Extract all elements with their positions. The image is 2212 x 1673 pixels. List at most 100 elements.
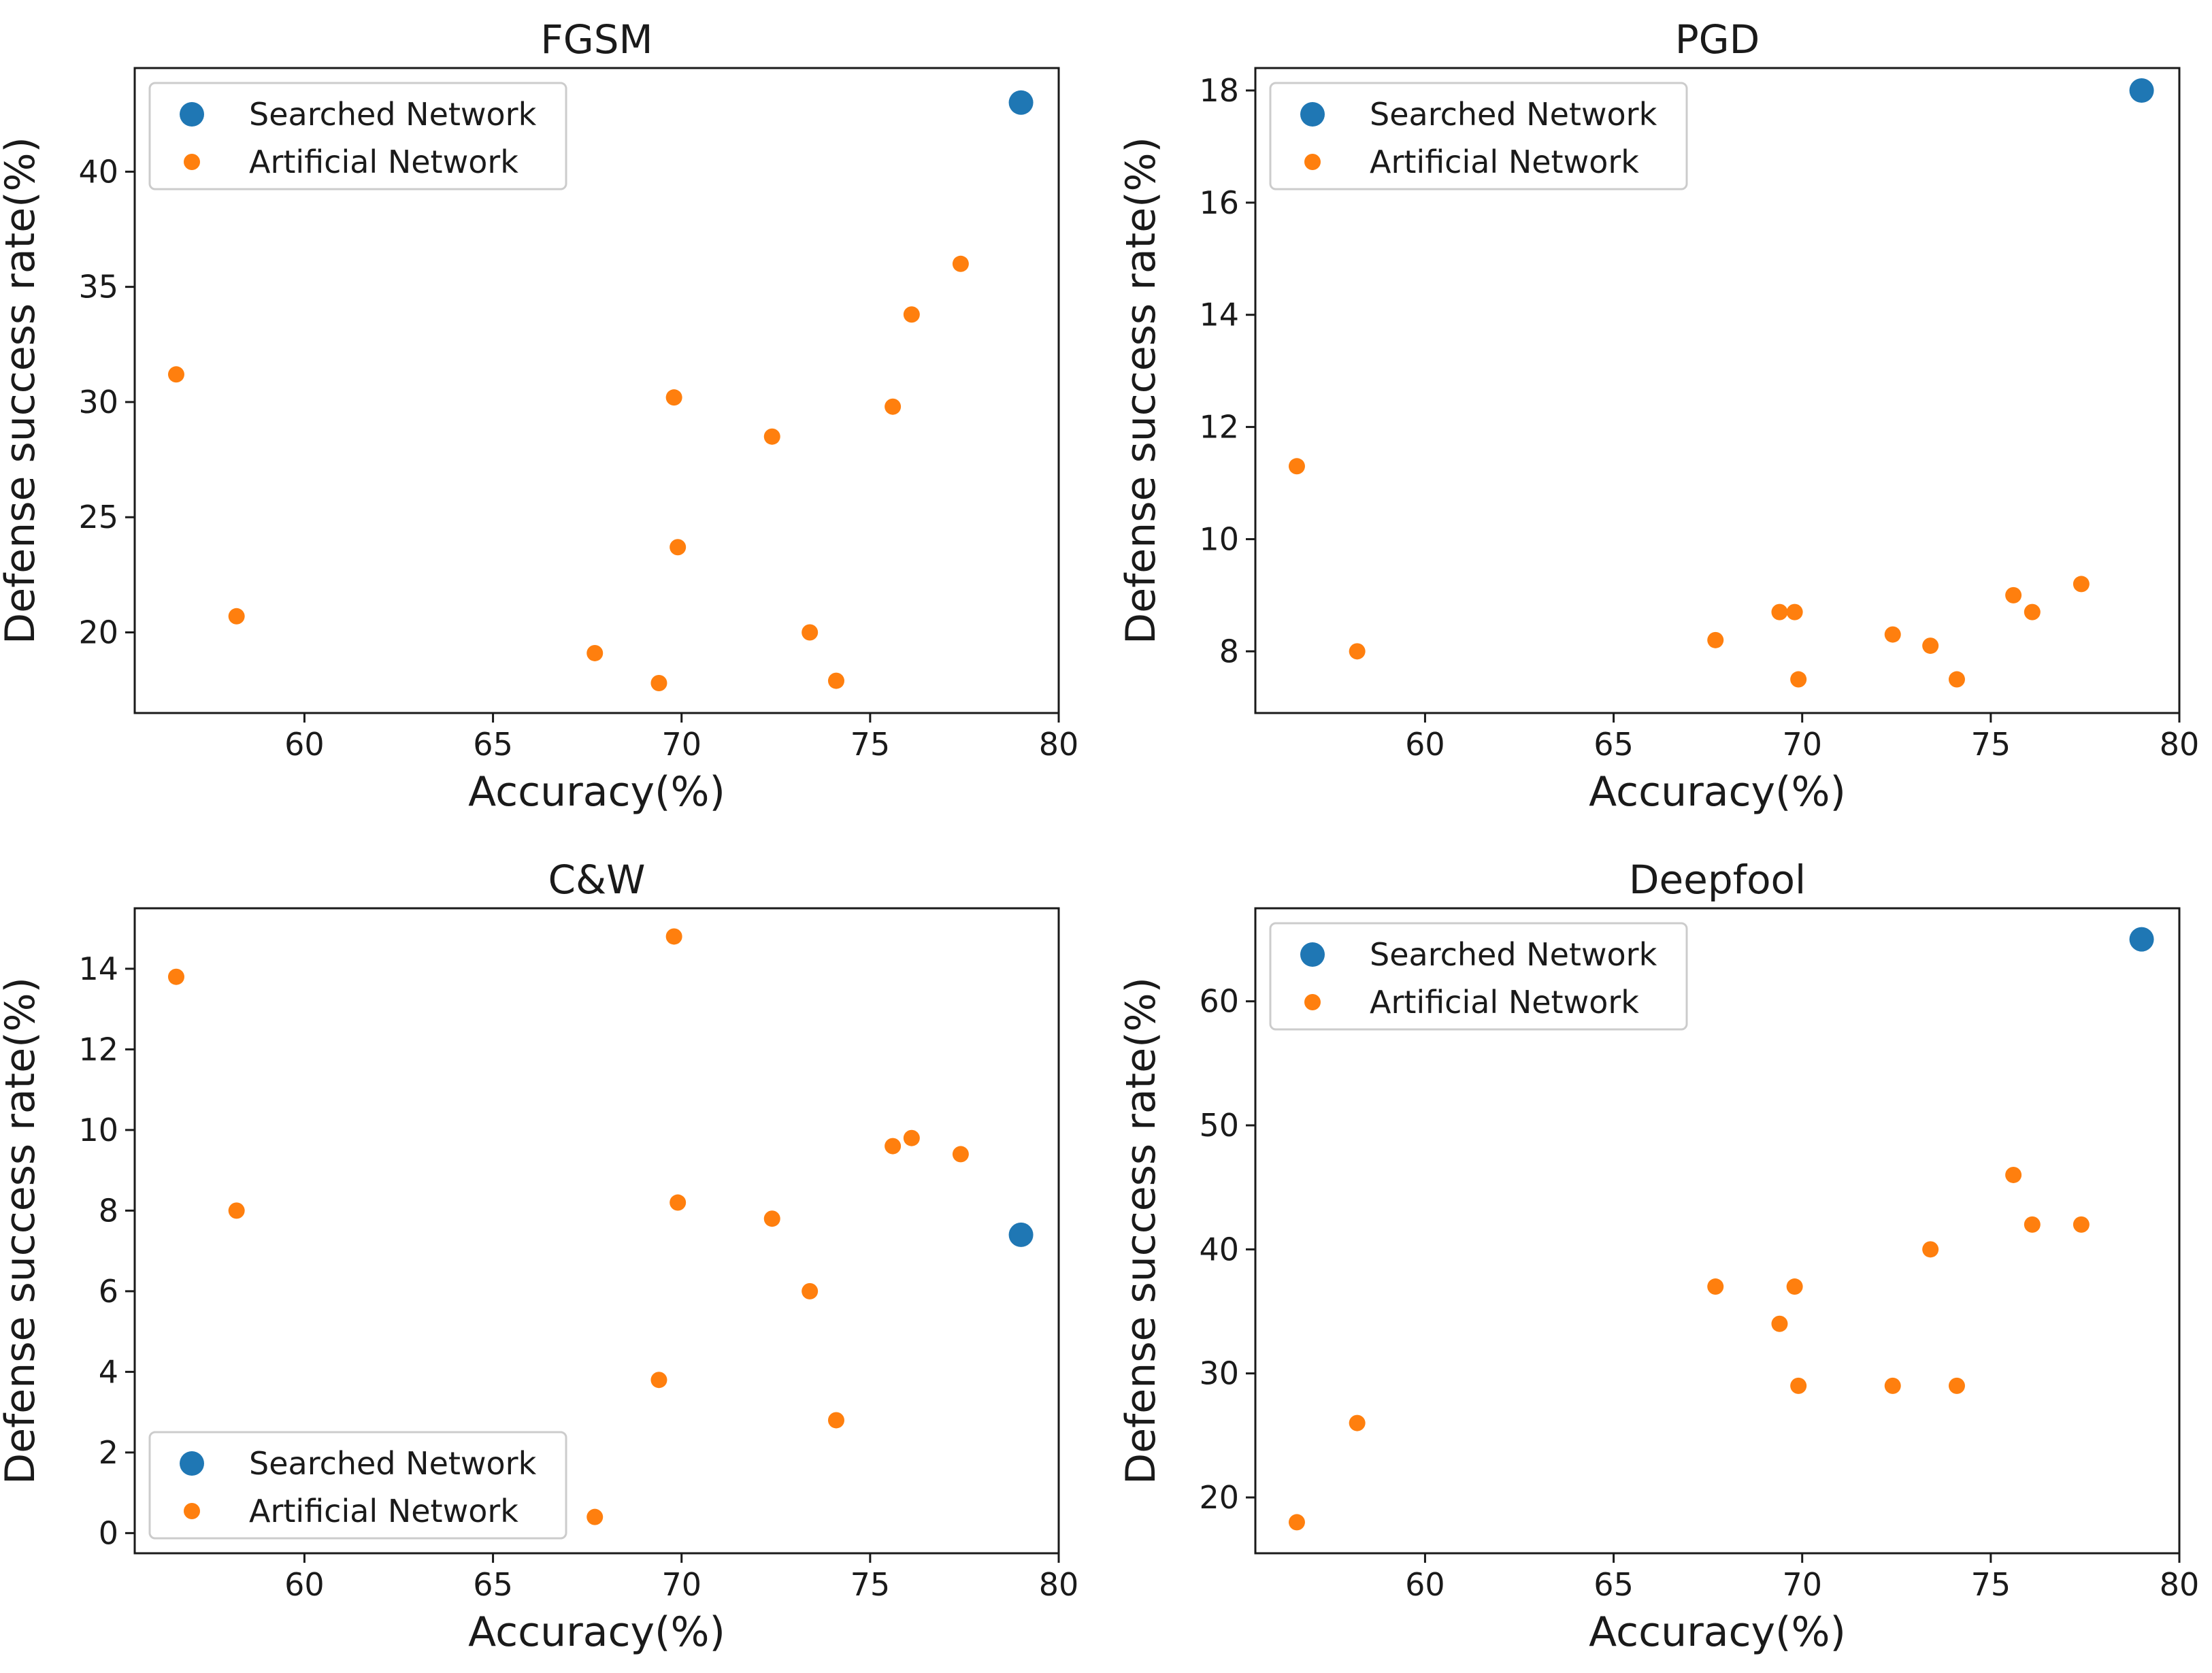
chart-title: FGSM	[540, 16, 653, 63]
artificial-network-point	[903, 306, 920, 323]
x-tick-label: 70	[1782, 726, 1822, 763]
chart-title: C&W	[548, 857, 645, 903]
legend-marker-artificial	[1304, 154, 1321, 170]
x-tick-label: 75	[1971, 726, 2011, 763]
legend-box	[1269, 922, 1688, 1031]
y-tick-label: 8	[99, 1192, 118, 1229]
legend-label: Artificial Network	[1370, 144, 1639, 180]
artificial-network-point	[827, 672, 844, 689]
x-tick-label: 65	[1594, 1566, 1634, 1603]
legend-label: Searched Network	[249, 96, 537, 133]
artificial-network-point	[2005, 1166, 2022, 1183]
artificial-network-point	[763, 428, 780, 445]
artificial-network-point	[665, 928, 682, 945]
x-tick-label: 70	[661, 1566, 701, 1603]
y-tick-label: 10	[78, 1112, 118, 1148]
y-tick-label: 30	[78, 384, 118, 420]
legend-marker-searched	[1300, 942, 1325, 967]
artificial-network-point	[1884, 1377, 1901, 1394]
artificial-network-point	[885, 398, 902, 415]
x-tick-label: 80	[2160, 1566, 2200, 1603]
y-tick-label: 12	[1199, 409, 1239, 446]
x-axis-label: Accuracy(%)	[1589, 1608, 1846, 1656]
legend: Searched Network Artificial Network	[148, 1431, 567, 1540]
y-tick-label: 2	[99, 1434, 118, 1471]
plot-frame	[133, 907, 1060, 1555]
legend-box	[148, 1431, 567, 1540]
artificial-network-point	[1771, 1315, 1788, 1332]
x-tick-label: 65	[473, 1566, 513, 1603]
artificial-network-point	[670, 1194, 687, 1211]
legend-marker-artificial	[1304, 994, 1321, 1010]
artificial-network-point	[587, 644, 604, 661]
artificial-network-point	[2073, 1216, 2090, 1233]
artificial-network-point	[587, 1508, 604, 1525]
x-tick-label: 65	[1594, 726, 1634, 763]
plot-frame	[1254, 67, 2181, 714]
legend-marker-artificial	[184, 154, 200, 170]
artificial-network-point	[885, 1138, 902, 1155]
x-axis-label: Accuracy(%)	[468, 1608, 725, 1656]
artificial-network-point	[1707, 1278, 1724, 1295]
artificial-network-point	[952, 1146, 969, 1163]
x-tick-label: 60	[284, 726, 325, 763]
y-tick-label: 20	[1199, 1479, 1239, 1516]
artificial-network-point	[1707, 631, 1724, 648]
y-tick-label: 8	[1219, 633, 1239, 669]
searched-network-point	[1008, 1222, 1034, 1247]
x-tick-label: 75	[851, 1566, 891, 1603]
legend-label: Artificial Network	[249, 144, 518, 180]
y-tick-label: 18	[1199, 72, 1239, 109]
artificial-network-point	[167, 968, 184, 985]
artificial-network-point	[903, 1129, 920, 1146]
artificial-network-point	[1922, 1241, 1939, 1258]
legend-label: Searched Network	[1370, 936, 1657, 973]
chart-panel-3: C&W 60 65 70 75 80 0 2 4 6 8 10 12 14 Accuracy(%) Defen…	[0, 857, 1078, 1656]
plot-frame	[133, 67, 1060, 714]
legend-label: Artificial Network	[249, 1493, 518, 1529]
y-tick-label: 6	[99, 1273, 118, 1310]
y-tick-label: 12	[78, 1031, 118, 1067]
artificial-network-point	[2005, 586, 2022, 603]
y-tick-label: 60	[1199, 983, 1239, 1020]
y-axis-label: Defense success rate(%)	[1117, 977, 1165, 1485]
y-tick-label: 14	[78, 950, 118, 987]
y-tick-label: 14	[1199, 297, 1239, 333]
artificial-network-point	[1790, 1377, 1807, 1394]
y-tick-label: 25	[78, 499, 118, 535]
y-tick-label: 0	[99, 1514, 118, 1551]
legend-marker-searched	[180, 102, 204, 127]
artificial-network-point	[2073, 576, 2090, 593]
artificial-network-point	[1884, 626, 1901, 643]
artificial-network-point	[650, 674, 667, 691]
x-tick-label: 80	[1039, 726, 1079, 763]
artificial-network-point	[1948, 671, 1965, 688]
legend-label: Artificial Network	[1370, 984, 1639, 1021]
artificial-network-point	[952, 255, 969, 272]
artificial-network-point	[1288, 458, 1305, 475]
y-tick-label: 35	[78, 269, 118, 305]
chart-title: PGD	[1675, 16, 1760, 63]
legend: Searched Network Artificial Network	[148, 82, 567, 191]
chart-title: Deepfool	[1629, 857, 1806, 903]
y-tick-label: 30	[1199, 1355, 1239, 1392]
x-tick-label: 80	[2160, 726, 2200, 763]
artificial-network-point	[1922, 637, 1939, 655]
chart-panel-1: FGSM 60 65 70 75 80 20 25 30 35 40 Accuracy(%) Defen…	[0, 16, 1078, 816]
artificial-network-point	[802, 624, 819, 641]
x-tick-label: 70	[1782, 1566, 1822, 1603]
artificial-network-point	[2024, 603, 2041, 620]
y-tick-label: 16	[1199, 184, 1239, 221]
x-tick-label: 75	[851, 726, 891, 763]
legend-box	[1269, 82, 1688, 191]
x-tick-label: 75	[1971, 1566, 2011, 1603]
artificial-network-point	[670, 539, 687, 556]
legend-marker-artificial	[184, 1503, 200, 1519]
artificial-network-point	[1786, 1278, 1803, 1295]
artificial-network-point	[1349, 1414, 1366, 1431]
artificial-network-point	[228, 1202, 245, 1219]
legend-marker-searched	[1300, 102, 1325, 127]
y-tick-label: 40	[78, 153, 118, 190]
y-tick-label: 4	[99, 1353, 118, 1390]
artificial-network-point	[827, 1412, 844, 1429]
